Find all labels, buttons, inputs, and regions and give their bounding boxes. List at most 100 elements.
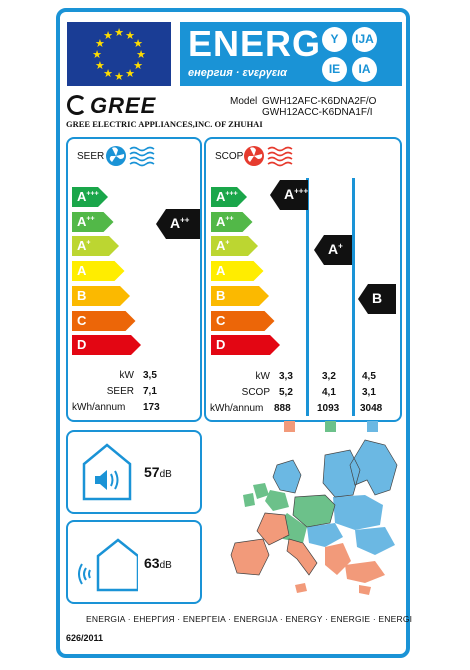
language-bubble-ia: IA xyxy=(352,57,377,82)
eu-star-icon: ★ xyxy=(92,49,102,61)
fan-heat-icon xyxy=(244,146,293,167)
heating-kwh-label: kWh/annum xyxy=(210,403,264,414)
heating-zone2-scop: 4,1 xyxy=(322,387,336,398)
cooling-class-bar-3: A xyxy=(72,261,125,282)
heating-class-bar-label: A+++ xyxy=(216,189,238,204)
cooling-class-bar-6: D xyxy=(72,335,141,356)
heating-zone1-kw: 3,3 xyxy=(279,371,293,382)
eu-star-icon: ★ xyxy=(114,71,124,83)
heating-class-bar-label: A+ xyxy=(216,238,230,254)
footer-languages: ENERGIA · ЕНЕРГИЯ · ΕΝΕΡΓΕΙΑ · ENERGIJA … xyxy=(86,614,413,624)
zone-divider-2 xyxy=(352,178,355,416)
energ-word: ENERG xyxy=(188,23,322,64)
heating-title: SCOP xyxy=(215,151,244,162)
eu-star-icon: ★ xyxy=(103,68,113,80)
model-indoor: GWH12ACC-K6DNA1F/I xyxy=(262,107,373,118)
cooling-class-bar-label: B xyxy=(77,287,87,303)
label-frame xyxy=(56,8,410,658)
heating-class-indicator-3: B xyxy=(358,284,396,319)
indoor-noise-unit: dB xyxy=(159,469,172,480)
heating-class-bar-label: C xyxy=(216,312,226,328)
outdoor-noise-panel: 63dB xyxy=(66,520,202,604)
heating-class-bar-label: D xyxy=(216,337,226,353)
heating-class-bar-5: C xyxy=(211,310,275,331)
cooling-class-bar-label: A xyxy=(77,263,87,279)
cooling-title: SEER xyxy=(77,151,105,162)
heating-class-indicator-1: A+++ xyxy=(270,180,308,215)
heating-class-bar-label: B xyxy=(216,287,226,303)
language-bubble-ie: IE xyxy=(322,57,347,82)
heating-class-bar-label: A++ xyxy=(216,213,234,229)
heating-zone3-scop: 3,1 xyxy=(362,387,376,398)
regulation-number: 626/2011 xyxy=(66,633,104,643)
heating-zone3-class: B xyxy=(372,290,383,306)
heating-class-bar-1: A++ xyxy=(211,211,253,232)
outdoor-noise-value: 63 xyxy=(144,555,160,571)
heating-class-bar-0: A+++ xyxy=(211,187,247,207)
heating-zone2-kwh: 1093 xyxy=(317,403,340,414)
energy-banner: ENERG енергия · ενεργεια Y IJA IE IA xyxy=(180,22,402,86)
heating-zone2-class: A xyxy=(328,241,339,257)
brand-logo: GREE xyxy=(90,93,157,118)
zone3-color-swatch xyxy=(367,421,378,432)
company-name: GREE ELECTRIC APPLIANCES,INC. OF ZHUHAI xyxy=(66,119,263,129)
eu-star-icon: ★ xyxy=(103,30,113,42)
model-label: Model xyxy=(230,96,258,107)
cooling-panel: SEER xyxy=(66,137,202,422)
heating-zone1-kwh: 888 xyxy=(274,403,291,414)
zone1-color-swatch xyxy=(284,421,295,432)
cooling-class-bar-label: D xyxy=(77,337,87,353)
cooling-kwh-label: kWh/annum xyxy=(72,402,126,413)
eu-star-icon: ★ xyxy=(125,30,135,42)
heating-kw-label: kW xyxy=(255,371,270,382)
cooling-class-bar-4: B xyxy=(72,285,130,306)
heating-scop-label: SCOP xyxy=(241,387,270,398)
cooling-kw-value: 3,5 xyxy=(143,370,157,381)
heating-class-indicator-2: A+ xyxy=(314,235,352,270)
heating-zone2-sup: + xyxy=(338,241,343,251)
zone-divider-1 xyxy=(306,178,309,416)
cooling-class-letter: A xyxy=(170,215,181,231)
cooling-class-bar-5: C xyxy=(72,310,136,331)
cooling-class-bar-label: A+ xyxy=(77,238,91,254)
energ-subtitle: енергия · ενεργεια xyxy=(188,67,288,79)
zone2-color-swatch xyxy=(325,421,336,432)
heating-class-bar-4: B xyxy=(211,285,269,306)
eu-flag-icon: ★ ★ ★ ★ ★ ★ ★ ★ ★ ★ ★ ★ xyxy=(67,22,171,86)
outdoor-sound-icon xyxy=(78,538,138,592)
heating-panel: SCOP xyxy=(204,137,402,422)
cooling-class-sup: ++ xyxy=(180,215,190,225)
heating-zone1-scop: 5,2 xyxy=(279,387,293,398)
outdoor-noise-unit: dB xyxy=(159,560,172,571)
europe-climate-zones-map xyxy=(230,439,398,595)
cooling-seer-label: SEER xyxy=(106,386,134,397)
eu-star-icon: ★ xyxy=(136,49,146,61)
cooling-class-indicator: A++ xyxy=(156,209,200,244)
heating-class-bar-6: D xyxy=(211,335,280,356)
cooling-kw-label: kW xyxy=(119,370,134,381)
indoor-speaker-icon xyxy=(82,443,132,501)
indoor-noise-panel: 57dB xyxy=(66,430,202,514)
cooling-class-bar-label: C xyxy=(77,312,87,328)
heating-class-bar-label: A xyxy=(216,263,226,279)
cooling-class-bar-1: A++ xyxy=(72,211,114,232)
eu-star-icon: ★ xyxy=(125,68,135,80)
language-bubble-ija: IJA xyxy=(352,27,377,52)
eu-star-icon: ★ xyxy=(133,38,143,50)
heating-zone2-kw: 3,2 xyxy=(322,371,336,382)
heating-class-bar-2: A+ xyxy=(211,236,258,257)
cooling-class-bar-label: A+++ xyxy=(77,189,99,204)
heating-zone1-class: A xyxy=(284,186,295,202)
fan-cool-icon xyxy=(106,146,155,167)
heating-zone1-sup: +++ xyxy=(294,186,309,196)
indoor-noise-value: 57 xyxy=(144,464,160,480)
cooling-seer-value: 7,1 xyxy=(143,386,157,397)
model-outdoor: GWH12AFC-K6DNA2F/O xyxy=(262,96,377,107)
heating-class-bar-3: A xyxy=(211,261,264,282)
heating-zone3-kw: 4,5 xyxy=(362,371,376,382)
eu-star-icon: ★ xyxy=(95,38,105,50)
eu-star-icon: ★ xyxy=(114,27,124,39)
language-bubble-y: Y xyxy=(322,27,347,52)
cooling-kwh-value: 173 xyxy=(143,402,160,413)
eu-star-icon: ★ xyxy=(133,60,143,72)
